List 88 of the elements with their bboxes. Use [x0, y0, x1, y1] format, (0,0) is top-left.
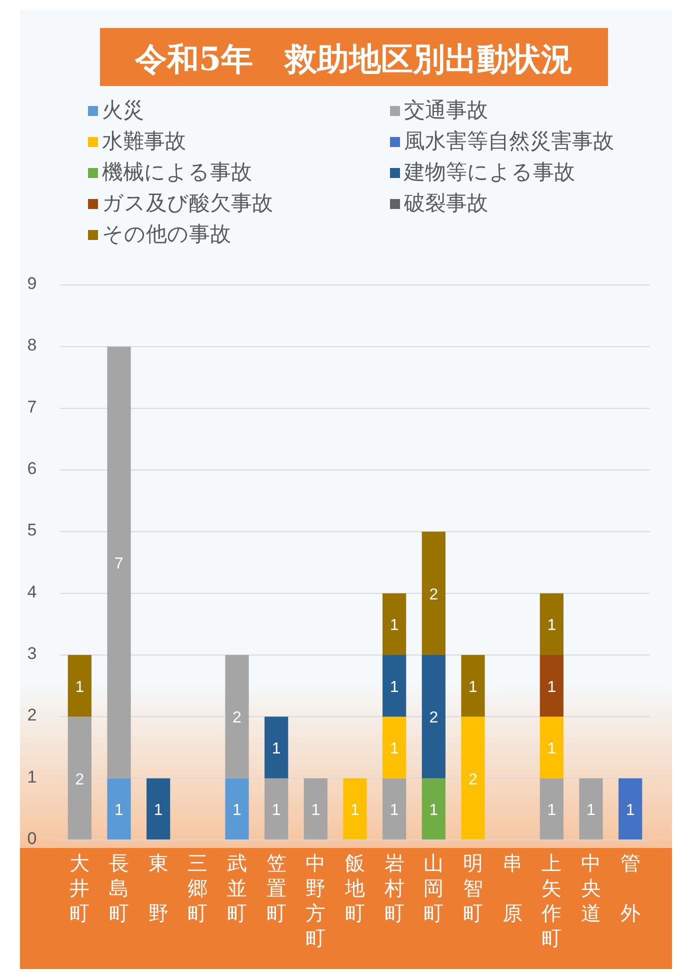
data-label: 2: [75, 771, 84, 788]
bar: [225, 778, 249, 840]
x-tick-label: 大井町: [70, 853, 90, 925]
data-label: 1: [390, 740, 399, 758]
x-tick-label: 中野方町: [306, 853, 326, 950]
bar: [382, 778, 406, 840]
x-tick-label: 山岡町: [424, 853, 444, 925]
bar: [225, 655, 249, 778]
data-label: 1: [350, 802, 360, 820]
data-label: 1: [390, 802, 399, 820]
bar: [540, 593, 564, 655]
y-tick-label: 7: [27, 397, 37, 416]
x-tick-label: 岩村町: [383, 853, 404, 925]
chart-title: 令和5年 救助地区別出動状況: [134, 40, 574, 78]
bar: [422, 778, 446, 840]
title: 令和5年 救助地区別出動状況: [100, 28, 608, 86]
bar: [540, 778, 564, 840]
legend-label: ガス及び酸欠事故: [102, 192, 273, 215]
bar: [422, 655, 446, 778]
x-tick-label: 中央道: [581, 853, 601, 925]
legend-label: 破裂事故: [403, 192, 488, 215]
legend-label: 建物等による事故: [403, 161, 575, 184]
legend-label: 火災: [102, 99, 144, 122]
data-label: 7: [114, 556, 124, 572]
y-tick-label: 9: [27, 274, 37, 293]
category-label: 管外: [620, 853, 640, 925]
data-label: 1: [547, 740, 556, 758]
data-label: 1: [75, 678, 84, 696]
data-label: 1: [272, 802, 281, 820]
legend-label: その他の事故: [102, 223, 231, 246]
data-label: 1: [311, 802, 320, 820]
data-label: 2: [429, 586, 438, 604]
category-label: 東野: [148, 853, 168, 925]
legend-label: 水難事故: [102, 130, 186, 153]
data-label: 1: [154, 802, 163, 820]
data-label: 1: [626, 802, 635, 820]
legend-label: 風水害等自然災害事故: [404, 130, 614, 153]
y-tick-label: 3: [27, 644, 37, 663]
legend-label: 交通事故: [404, 99, 488, 122]
bar: [422, 532, 446, 655]
data-label: 1: [586, 802, 596, 820]
bar: [343, 778, 367, 840]
data-label: 2: [468, 771, 478, 788]
data-label: 1: [114, 802, 124, 820]
bar: [461, 716, 485, 840]
x-tick-label: 三郷町: [188, 853, 208, 925]
data-label: 1: [468, 678, 478, 696]
data-label: 1: [547, 678, 556, 696]
data-label: 1: [272, 740, 281, 758]
bar: [382, 655, 406, 717]
bar: [68, 716, 92, 840]
y-tick-label: 2: [27, 706, 37, 725]
bar: [146, 778, 170, 840]
bar: [264, 778, 288, 840]
x-tick-label: 明智町: [463, 853, 483, 925]
category-label: 串原: [502, 853, 522, 925]
data-label: 2: [429, 710, 438, 727]
bar: [540, 655, 564, 717]
bar: [618, 778, 642, 840]
bar: [304, 778, 328, 840]
bar: [68, 655, 92, 717]
x-tick-label: 長島町: [109, 853, 129, 925]
bar: [540, 716, 564, 778]
x-tick-label: 笠置町: [266, 853, 286, 925]
data-label: 1: [547, 617, 556, 634]
y-tick-label: 5: [27, 520, 37, 540]
y-tick-label: 8: [27, 336, 37, 355]
data-label: 1: [547, 802, 556, 820]
y-tick-label: 4: [27, 582, 37, 602]
legend-label: 機械による事故: [102, 161, 252, 184]
bar: [382, 716, 406, 778]
data-label: 1: [390, 678, 399, 696]
bar: [382, 593, 406, 655]
bar: [107, 778, 131, 840]
bar: [461, 655, 485, 717]
data-label: 1: [390, 617, 399, 634]
bar: [107, 346, 131, 778]
data-label: 1: [429, 802, 438, 820]
y-tick-label: 0: [27, 829, 37, 848]
data-label: 2: [232, 710, 242, 727]
y-tick-label: 1: [27, 767, 37, 786]
bar: [579, 778, 603, 840]
x-tick-label: 飯地町: [344, 853, 365, 925]
x-tick-label: 上矢作町: [540, 853, 562, 950]
y-tick-label: 6: [27, 459, 37, 478]
bar: [264, 716, 288, 778]
x-tick-label: 武並町: [227, 853, 247, 925]
data-label: 1: [232, 802, 242, 820]
